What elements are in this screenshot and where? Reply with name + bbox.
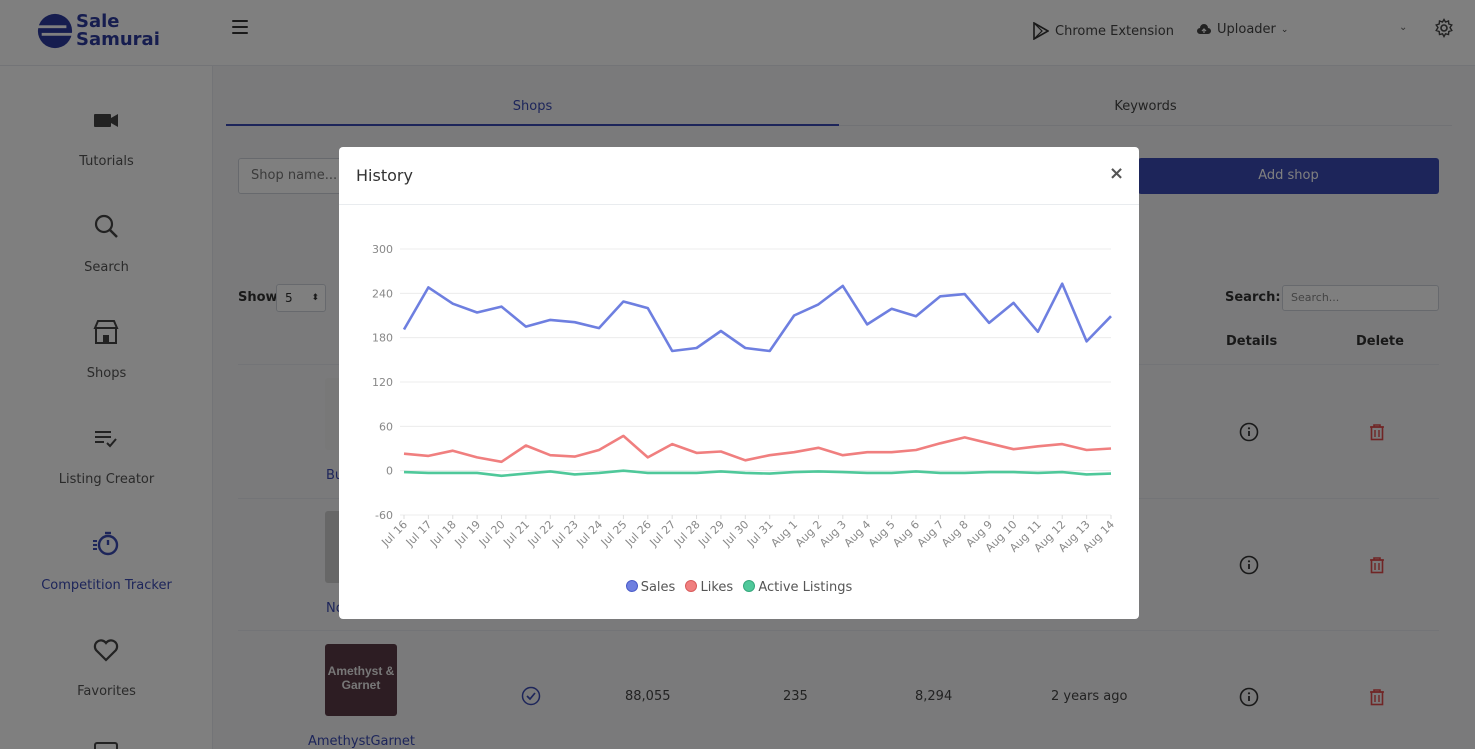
legend-dot (685, 580, 698, 592)
x-tick-label: Aug 6 (890, 518, 922, 550)
legend-item-likes[interactable]: Likes (685, 580, 733, 595)
x-tick-label: Aug 7 (915, 518, 947, 550)
chart-legend: Sales Likes Active Listings (339, 580, 1139, 595)
x-tick-label: Aug 4 (842, 518, 874, 550)
x-tick-label: Jul 26 (622, 518, 654, 550)
x-tick-label: Jul 23 (549, 518, 581, 550)
x-tick-label: Jul 28 (671, 518, 703, 550)
modal-header: History × (339, 147, 1139, 205)
legend-label: Sales (640, 580, 676, 595)
y-tick-label: 0 (386, 465, 393, 478)
legend-item-active-listings[interactable]: Active Listings (743, 580, 852, 595)
x-tick-label: Jul 18 (427, 518, 459, 550)
modal-title: History (356, 166, 413, 185)
x-tick-label: Jul 22 (525, 518, 557, 550)
y-tick-label: 240 (372, 287, 393, 300)
history-modal: History × 300 240 180 120 60 0 -60 Jul 16 Jul 17… (339, 147, 1139, 619)
x-tick-label: Jul 19 (452, 518, 484, 550)
legend-dot (743, 580, 756, 592)
series-line-likes (403, 434, 1112, 464)
legend-item-sales[interactable]: Sales (625, 580, 676, 595)
x-tick-label: Jul 16 (378, 518, 410, 550)
x-tick-label: Jul 17 (403, 518, 435, 550)
legend-label: Active Listings (758, 580, 853, 595)
y-tick-label: 180 (372, 332, 393, 345)
x-tick-label: Jul 25 (598, 518, 630, 550)
x-tick-label: Jul 31 (744, 518, 776, 550)
legend-dot (625, 580, 638, 592)
x-tick-label: Jul 24 (574, 518, 606, 550)
x-tick-label: Jul 30 (720, 518, 752, 550)
y-tick-label: 60 (379, 420, 393, 433)
x-tick-label: Aug 3 (817, 518, 849, 550)
series-line-active-listings (403, 469, 1112, 478)
x-tick-label: Aug 2 (793, 518, 825, 550)
x-tick-label: Jul 29 (695, 518, 727, 550)
x-tick-label: Aug 8 (939, 518, 971, 550)
x-tick-label: Aug 5 (866, 518, 898, 550)
y-tick-label: -60 (375, 509, 393, 522)
close-icon[interactable]: × (1109, 163, 1125, 184)
x-tick-label: Jul 27 (647, 518, 679, 550)
y-tick-label: 120 (372, 376, 393, 389)
x-tick-label: Jul 21 (500, 518, 532, 550)
y-tick-label: 300 (372, 243, 393, 256)
x-tick-label: Aug 1 (768, 518, 800, 550)
x-tick-label: Jul 20 (476, 518, 508, 550)
series-line-sales (402, 282, 1112, 353)
legend-label: Likes (700, 580, 734, 595)
